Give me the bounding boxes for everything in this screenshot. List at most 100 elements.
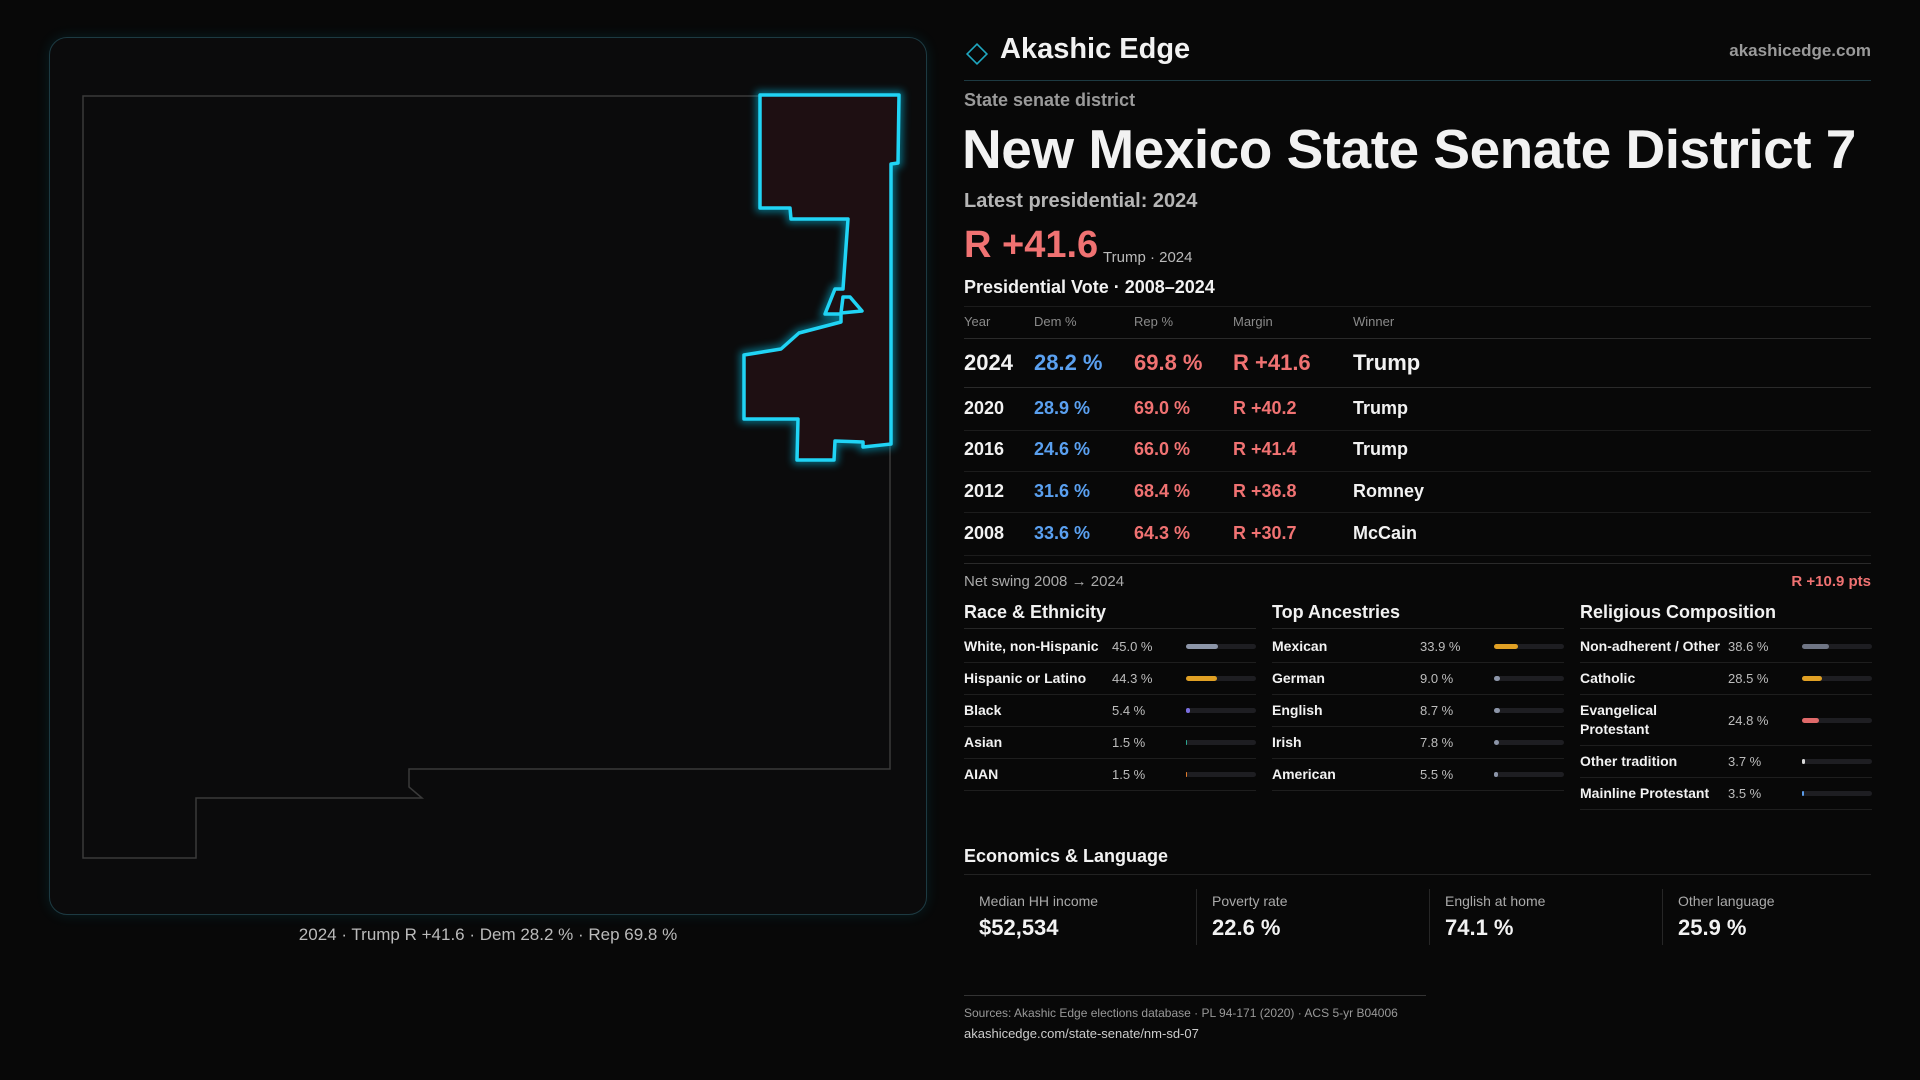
table-cell: R +36.8 (1233, 481, 1297, 501)
econ-title: Economics & Language (964, 846, 1169, 866)
item-name: AIAN (964, 766, 999, 782)
rule (964, 338, 1871, 339)
share-bar (1802, 791, 1805, 796)
table-cell: 28.9 % (1034, 398, 1091, 418)
table-cell: 66.0 % (1134, 439, 1191, 459)
table-cell: Trump (1353, 350, 1421, 375)
stat-card: Median HH income $52,534 (964, 889, 1098, 945)
rule (964, 430, 1871, 431)
bar-track (1186, 740, 1256, 745)
table-cell: McCain (1353, 523, 1418, 543)
rule (964, 563, 1871, 564)
share-bar (1186, 772, 1188, 777)
item-name: Mainline Protestant (1580, 785, 1710, 801)
stat-label: English at home (1445, 893, 1546, 909)
group: Top Ancestries Mexican 33.9 % German 9.0 % En… (1272, 602, 1564, 791)
group-row: Evangelical Protestant 24.8 % (1580, 695, 1872, 746)
share-bar (1802, 717, 1820, 723)
item-share: 45.0 % (1112, 639, 1153, 654)
item-name: Black (964, 702, 1002, 718)
rule (964, 471, 1871, 472)
stat-value: $52,534 (979, 915, 1059, 940)
bar-track (1494, 644, 1564, 649)
table-row: 2016 24.6 % 66.0 % R +41.4 Trump (964, 439, 1871, 463)
table-cell: 24.6 % (1034, 439, 1091, 459)
stat-value: 74.1 % (1445, 915, 1514, 940)
item-share: 7.8 % (1420, 735, 1454, 750)
group-title: Religious Composition (1580, 602, 1776, 622)
group-row: American 5.5 % (1272, 759, 1564, 791)
item-share: 38.6 % (1728, 639, 1769, 654)
share-bar (1802, 759, 1805, 764)
brand: Akashic Edge (1000, 33, 1191, 65)
stat-card: Other language 25.9 % (1662, 889, 1775, 945)
page-url[interactable]: akashicedge.com/state-senate/nm-sd-07 (964, 1026, 1199, 1041)
column-header: Margin (1233, 314, 1273, 329)
table-cell: R +41.6 (1233, 350, 1311, 375)
group-row: Hispanic or Latino 44.3 % (964, 663, 1256, 695)
district-outline (742, 93, 901, 462)
rule (964, 512, 1871, 513)
table-cell: 2024 (964, 350, 1013, 375)
bar-track (1186, 708, 1256, 713)
item-name: English (1272, 702, 1323, 718)
item-name: Mexican (1272, 638, 1328, 654)
bar-track (1186, 772, 1256, 777)
table-header: Year Dem % Rep % Margin Winner (964, 314, 1871, 330)
table-cell: 69.8 % (1134, 350, 1203, 375)
swing-value: R +10.9 pts (1791, 573, 1871, 590)
share-bar (1802, 676, 1822, 681)
group-row: Black 5.4 % (964, 695, 1256, 727)
table-row: 2012 31.6 % 68.4 % R +36.8 Romney (964, 481, 1871, 505)
bar-track (1802, 644, 1872, 649)
stat-value: 22.6 % (1212, 915, 1281, 940)
group-row: Irish 7.8 % (1272, 727, 1564, 759)
table-cell: Romney (1353, 481, 1425, 501)
group: Race & Ethnicity White, non-Hispanic 45.0 … (964, 602, 1256, 791)
share-bar (1186, 644, 1218, 649)
item-name: Non-adherent / Other (1580, 638, 1721, 654)
group-row: Mexican 33.9 % (1272, 631, 1564, 663)
stat-label: Poverty rate (1212, 893, 1288, 909)
map-caption: 2024 · Trump R +41.6 · Dem 28.2 % · Rep … (298, 925, 678, 944)
table-cell: R +30.7 (1233, 523, 1297, 543)
rule (964, 387, 1871, 388)
item-share: 3.5 % (1728, 786, 1762, 801)
item-share: 1.5 % (1112, 735, 1146, 750)
table-cell: R +40.2 (1233, 398, 1297, 418)
site[interactable]: akashicedge.com (1729, 41, 1871, 60)
bar-track (1186, 676, 1256, 681)
table-cell: Trump (1353, 439, 1409, 459)
stat-value: 25.9 % (1678, 915, 1747, 940)
table-cell: 31.6 % (1034, 481, 1091, 501)
share-bar (1494, 644, 1518, 649)
item-name: Hispanic or Latino (964, 670, 1087, 686)
column-header: Rep % (1134, 314, 1174, 329)
rule (964, 306, 1871, 307)
share-bar (1186, 740, 1188, 745)
item-share: 5.4 % (1112, 703, 1146, 718)
bar-track (1802, 676, 1872, 681)
group-title: Race & Ethnicity (964, 602, 1107, 622)
table-cell: 2012 (964, 481, 1005, 501)
item-share: 33.9 % (1420, 639, 1461, 654)
page-title: New Mexico State Senate District 7 (962, 118, 1856, 180)
group-row: Catholic 28.5 % (1580, 663, 1872, 695)
share-bar (1494, 708, 1501, 713)
stat-card: Poverty rate 22.6 % (1196, 889, 1287, 945)
group-row: White, non-Hispanic 45.0 % (964, 631, 1256, 663)
bar-track (1802, 717, 1872, 723)
item-share: 1.5 % (1112, 767, 1146, 782)
bar-track (1494, 772, 1564, 777)
item-share: 24.8 % (1728, 712, 1769, 728)
share-bar (1802, 644, 1830, 649)
headline-margin: R +41.6 (964, 224, 1099, 266)
item-name: Evangelical Protestant (1580, 702, 1658, 737)
bar-track (1802, 759, 1872, 764)
column-header: Winner (1353, 314, 1395, 329)
kicker: State senate district (964, 90, 1136, 110)
headline-note: Trump · 2024 (1103, 249, 1193, 266)
group-row: English 8.7 % (1272, 695, 1564, 727)
table-cell: 2020 (964, 398, 1005, 418)
group-row: German 9.0 % (1272, 663, 1564, 695)
